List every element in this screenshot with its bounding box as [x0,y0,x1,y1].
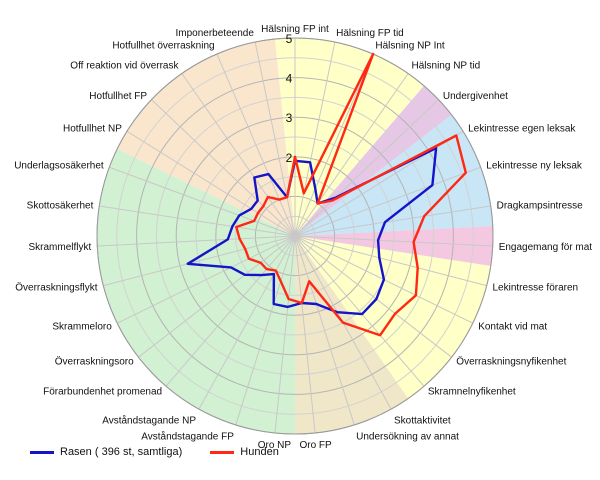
spoke-15 [294,235,316,434]
spoke-29 [216,53,296,237]
axis-labels: Hälsning FP int Hälsning FP tid Hälsning N… [14,24,592,451]
axis-label-24: Skottosäkerhet [27,201,94,212]
axis-label-30: Imponerbeteende [175,28,254,39]
axis-label-14: Undersökning av annat [356,432,459,443]
axis-label-28: Off reaktion vid överrask [70,61,179,72]
spoke-26 [126,130,296,237]
axis-label-7: Dragkampsintresse [497,201,584,212]
axis-label-25: Underlagsosäkerhet [14,161,104,172]
spoke-1 [294,41,336,237]
sector-6 [97,148,295,435]
axis-label-4: Undergivenhet [443,91,508,102]
legend-swatch-series-0 [30,450,54,454]
spoke-21 [117,235,296,324]
spoke-19 [165,235,296,387]
legend-item-series-0: Rasen ( 396 st, samtliga) [30,446,182,458]
axis-label-2: Hälsning NP Int [375,41,445,52]
axis-label-13: Skottaktivitet [394,415,451,426]
axis-label-9: Lekintresse föraren [493,283,579,294]
axis-label-1: Hälsning FP tid [336,28,404,39]
spoke-24 [99,205,296,237]
data-series [186,52,467,337]
spoke-22 [103,235,296,287]
legend-label-series-1: Hunden [240,446,279,458]
sector-3 [295,225,494,266]
spoke-30 [254,41,296,237]
axis-label-6: Lekintresse ny leksak [486,161,583,172]
radar-grid [96,37,494,435]
series-line-0 [186,146,438,316]
series-line-1 [235,52,467,337]
axis-label-11: Överraskningsnyfikenhet [456,355,566,367]
spoke-28 [181,73,296,237]
tick-label-5: 5 [286,32,293,46]
axis-label-18: Avståndstagande NP [102,414,196,426]
spoke-3 [294,73,409,237]
spoke-23 [97,235,296,247]
legend: Rasen ( 396 st, samtliga) Hunden [30,446,279,458]
spoke-27 [151,99,296,237]
spoke-12 [294,235,425,387]
spoke-11 [294,235,452,358]
sector-5 [295,236,409,434]
sector-0 [274,38,424,237]
axis-label-29: Hotfullhet överraskning [112,41,214,52]
spoke-16 [274,235,296,434]
axis-label-17: Avståndstagande FP [141,431,234,443]
axis-label-22: Överraskningsflykt [15,282,97,294]
spoke-14 [294,235,355,426]
axis-label-12: Skramnelnyfikenhet [428,386,516,397]
legend-label-series-0: Rasen ( 396 st, samtliga) [60,446,183,458]
spoke-20 [138,235,296,358]
spoke-7 [294,205,491,237]
axis-label-8: Engagemang för mat [499,242,593,253]
spoke-18 [198,235,296,410]
axis-label-5: Lekintresse egen leksak [468,124,576,135]
tick-labels: 2 3 4 5 [286,32,293,165]
spoke-6 [294,166,481,237]
axis-label-21: Skrammeloro [52,321,112,332]
tick-label-4: 4 [286,72,293,86]
spoke-4 [294,99,439,237]
spoke-9 [294,235,487,287]
axis-label-23: Skrammelflykt [29,242,92,253]
axis-label-10: Kontakt vid mat [478,321,547,332]
outer-ring [96,37,494,435]
spoke-17 [235,235,296,426]
sector-7 [117,39,295,237]
axis-label-20: Överraskningsoro [55,355,134,367]
axis-label-16: Oro NP [258,440,292,451]
tick-label-2: 2 [286,151,293,165]
tick-label-3: 3 [286,111,293,125]
axis-label-15: Oro FP [299,440,332,451]
spoke-2 [294,53,374,237]
axis-label-3: Hälsning NP tid [412,61,481,72]
axis-label-27: Hotfullhet FP [89,91,147,102]
legend-swatch-series-1 [210,450,235,454]
legend-item-series-1: Hunden [210,446,279,458]
axis-label-19: Förarbundenhet promenad [43,386,162,397]
axis-label-26: Hotfullhet NP [63,124,122,135]
axis-label-0: Hälsning FP int [261,24,329,35]
spoke-8 [294,235,493,247]
spoke-25 [109,166,296,237]
